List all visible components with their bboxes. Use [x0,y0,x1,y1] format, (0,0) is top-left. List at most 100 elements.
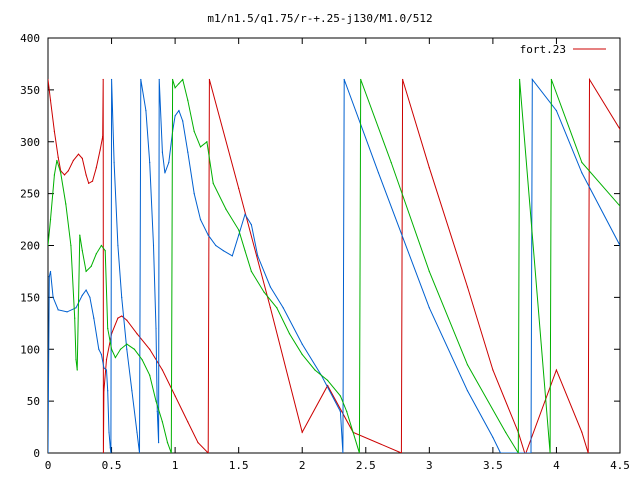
series-point-2 [110,78,113,81]
series-point-3 [100,244,102,247]
series-point-1 [619,128,620,130]
series-point-2 [187,151,189,153]
series-point-3 [244,250,246,252]
series-point-2 [222,250,225,252]
y-tick-label: 150 [20,291,40,304]
series-point-3 [352,431,354,433]
series-point-3 [104,250,106,252]
series-point-3 [65,203,67,205]
x-tick-label: 3.5 [483,459,503,472]
series-point-3 [48,244,49,247]
series-point-1 [197,442,199,444]
series-point-1 [53,130,55,132]
series-point-2 [193,193,195,195]
series-point-2 [555,110,558,112]
x-tick-label: 0.5 [102,459,122,472]
series-point-2 [581,172,583,174]
series-point-3 [327,379,329,381]
series-point-3 [428,270,430,273]
series-point-2 [126,348,128,350]
series-point-3 [193,130,195,132]
series-point-1 [588,78,591,81]
series-point-1 [81,157,83,159]
plot-frame [47,37,621,454]
series-point-1 [402,78,404,81]
series-point-1 [301,431,303,433]
series-point-2 [164,172,166,174]
series-point-2 [174,115,176,117]
series-point-2 [282,307,284,309]
series-point-1 [174,395,176,397]
series-point-2 [250,224,252,226]
series-point-1 [269,307,272,309]
series-point-3 [133,348,136,350]
series-point-2 [93,317,95,319]
series-point-1 [102,135,104,138]
series-point-1 [95,167,97,169]
series-point-2 [215,244,217,247]
series-point-3 [505,431,507,433]
x-tick-label: 1.5 [229,459,249,472]
series-point-3 [166,442,169,444]
series-point-3 [360,78,362,81]
series-point-1 [587,452,589,453]
series-point-1 [91,180,94,182]
series-point-3 [187,99,189,101]
series-point-3 [53,174,55,176]
series-point-2 [149,161,151,164]
series-point-1 [99,149,101,151]
series-point-1 [48,78,49,81]
series-point-2 [531,78,533,81]
series-point-1 [103,390,105,392]
series-point-3 [155,400,157,402]
series-point-3 [212,182,214,184]
series-point-2 [157,442,160,444]
series-point-3 [90,265,92,267]
series-point-3 [75,359,77,361]
series-point-2 [158,78,160,81]
series-point-2 [108,431,110,433]
y-tick-label: 300 [20,136,40,149]
series-point-2 [121,296,123,298]
series-point-2 [238,234,240,236]
series-point-3 [174,87,176,89]
series-point-3 [178,83,180,85]
series-line-2 [48,78,620,453]
series-point-2 [301,343,303,345]
series-point-1 [466,286,469,288]
series-point-3 [70,244,72,247]
series-point-2 [48,452,49,453]
series-point-1 [85,174,87,176]
series-point-3 [288,333,291,335]
series-point-3 [263,291,265,293]
series-point-2 [466,390,469,392]
series-point-3 [141,359,143,361]
series-point-1 [117,317,119,319]
series-point-3 [466,364,469,366]
series-point-3 [206,141,208,143]
series-point-2 [156,410,158,413]
series-point-1 [428,167,430,169]
series-point-1 [208,78,211,81]
series-point-3 [339,395,341,397]
x-tick-label: 4 [553,459,560,472]
series-point-1 [238,187,240,190]
series-point-3 [119,348,122,350]
series-point-2 [428,307,430,309]
chart-title: m1/n1.5/q1.75/r-+.25-j130/M1.0/512 [207,12,432,25]
series-point-2 [244,213,246,215]
series-point-1 [149,348,151,350]
y-tick-label: 100 [20,343,40,356]
series-point-3 [74,317,76,319]
series-point-1 [126,319,128,321]
y-tick-label: 250 [20,188,40,201]
legend-label: fort.23 [520,43,566,56]
series-point-3 [170,452,172,453]
series-point-3 [126,343,128,345]
series-point-2 [131,390,133,392]
x-tick-label: 2.5 [356,459,376,472]
series-point-2 [109,447,111,449]
series-point-2 [110,452,112,453]
